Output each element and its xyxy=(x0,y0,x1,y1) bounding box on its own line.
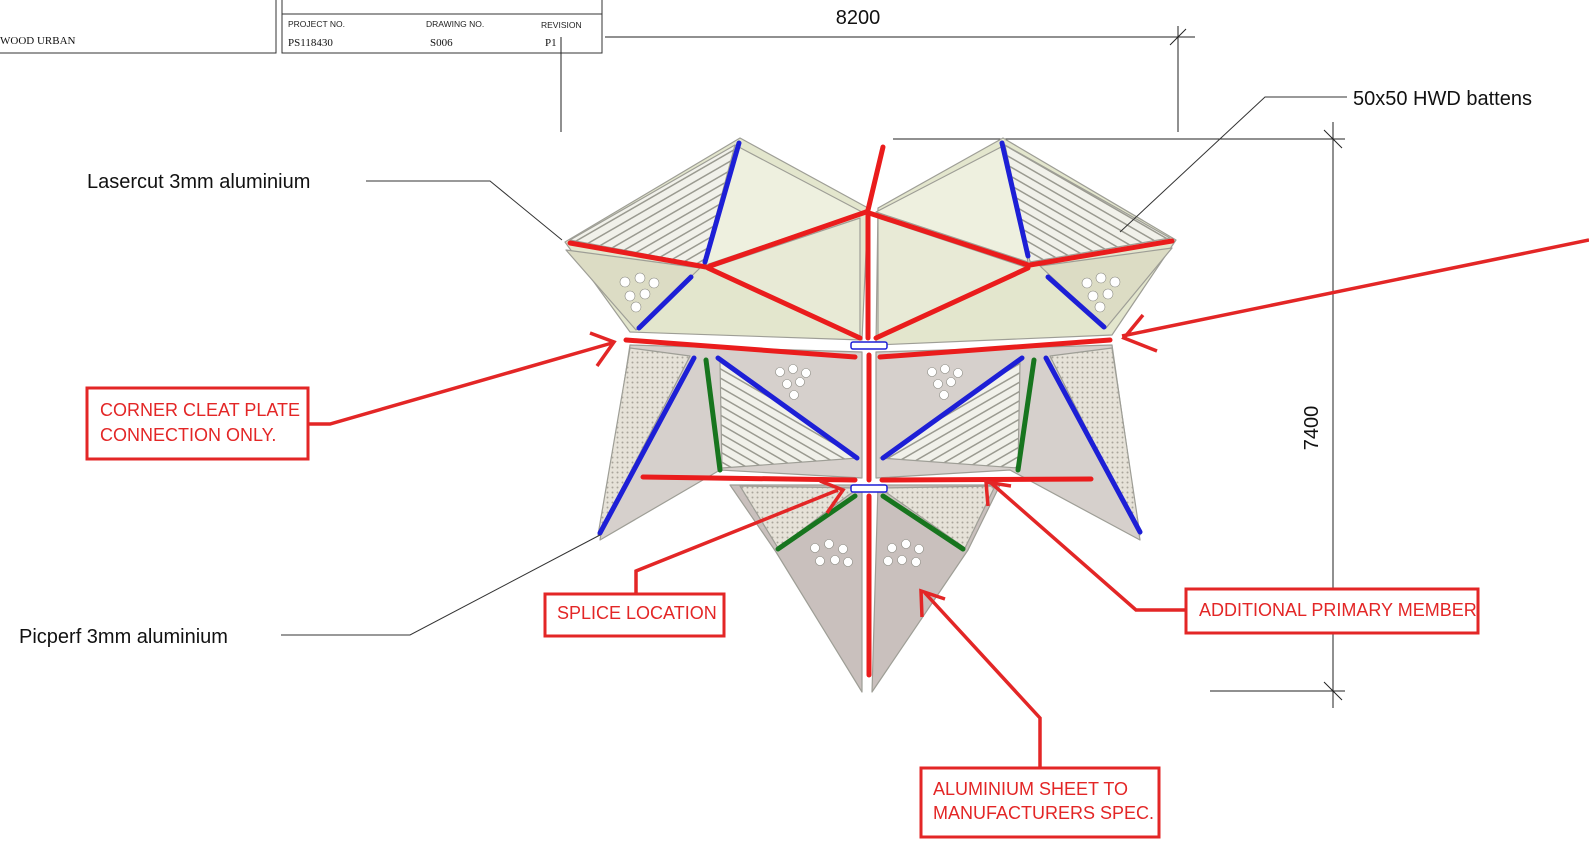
splice-text: SPLICE LOCATION xyxy=(557,603,717,623)
project-no-value: PS118430 xyxy=(288,37,333,49)
leaf-cluster-lower-left xyxy=(810,539,853,567)
aluminium-line1: ALUMINIUM SHEET TO xyxy=(933,779,1128,799)
markup-arrows xyxy=(309,238,1589,768)
leaf-cluster-lower-right xyxy=(883,539,924,567)
leaf-cluster-mid-left xyxy=(775,364,811,400)
additional-primary-callout: ADDITIONAL PRIMARY MEMBER xyxy=(1184,587,1480,635)
width-dimension xyxy=(560,26,1195,132)
primary-members xyxy=(567,144,1175,678)
splice-callout: SPLICE LOCATION xyxy=(543,592,726,638)
company-name: WOOD URBAN xyxy=(0,35,76,47)
leaf-cluster-mid-right xyxy=(927,364,963,400)
note-leaders xyxy=(281,96,1347,636)
aluminium-sheet-callout: ALUMINIUM SHEET TO MANUFACTURERS SPEC. xyxy=(919,766,1161,839)
project-no-label: PROJECT NO. xyxy=(288,19,345,29)
width-dimension-text: 8200 xyxy=(836,7,881,29)
splice-plates xyxy=(850,341,888,493)
leaf-cluster-upper-left xyxy=(619,272,660,313)
height-dimension-text: 7400 xyxy=(1301,406,1323,451)
revision-value: P1 xyxy=(545,37,557,49)
title-block: WOOD URBAN PROJECT NO. PS118430 DRAWING … xyxy=(0,0,603,54)
drawing-no-label: DRAWING NO. xyxy=(426,19,484,29)
corner-cleat-line2: CONNECTION ONLY. xyxy=(100,425,276,445)
tertiary-members xyxy=(703,357,1037,552)
secondary-members xyxy=(597,140,1143,536)
picperf-note: Picperf 3mm aluminium xyxy=(19,626,228,648)
revision-label: REVISION xyxy=(541,20,582,30)
drawing-no-value: S006 xyxy=(430,37,453,49)
additional-primary-text: ADDITIONAL PRIMARY MEMBER xyxy=(1199,600,1477,620)
battens-note: 50x50 HWD battens xyxy=(1353,88,1532,110)
leaf-cluster-upper-right xyxy=(1081,272,1121,313)
aluminium-line2: MANUFACTURERS SPEC. xyxy=(933,803,1154,823)
corner-cleat-line1: CORNER CLEAT PLATE xyxy=(100,400,300,420)
corner-cleat-callout: CORNER CLEAT PLATE CONNECTION ONLY. xyxy=(85,386,310,461)
lasercut-note: Lasercut 3mm aluminium xyxy=(87,171,310,193)
leaf-motifs xyxy=(619,272,1121,567)
